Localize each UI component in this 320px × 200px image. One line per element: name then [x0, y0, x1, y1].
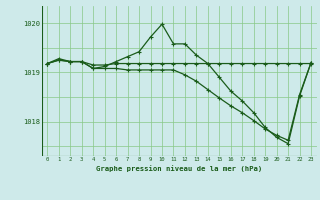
X-axis label: Graphe pression niveau de la mer (hPa): Graphe pression niveau de la mer (hPa) — [96, 165, 262, 172]
